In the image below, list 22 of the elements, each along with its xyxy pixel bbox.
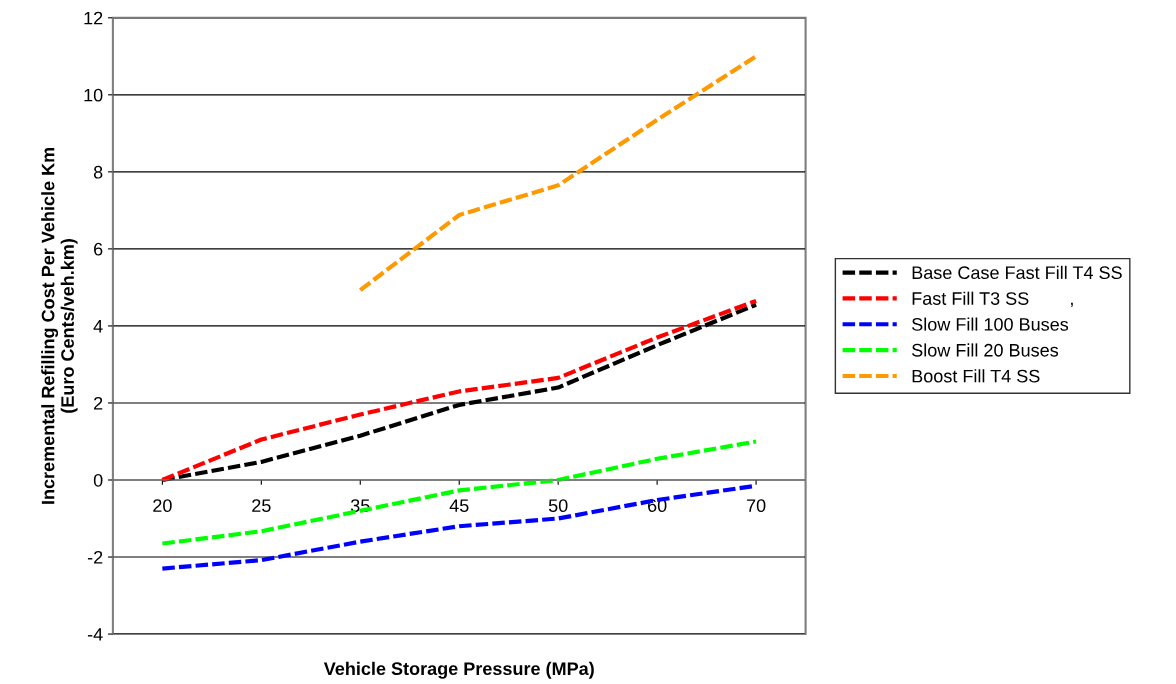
y-tick-label: 8: [93, 165, 103, 179]
x-tick-label: 45: [449, 499, 469, 513]
legend-label: Slow Fill 100 Buses: [912, 317, 1069, 331]
x-tick-label: 20: [153, 499, 172, 513]
y-tick-label: 6: [94, 242, 103, 256]
x-tick-label: 25: [252, 499, 271, 513]
line-series: [358, 54, 759, 293]
y-tick-label: -2: [87, 550, 103, 564]
y-tick-label: 12: [84, 11, 103, 25]
legend-label: Base Case Fast Fill T4 SS: [912, 265, 1122, 280]
x-tick-label: 50: [548, 499, 568, 513]
x-tick-label: 70: [746, 499, 766, 513]
y-tick-label: 4: [93, 320, 103, 333]
legend-label: Slow Fill 20 Buses: [912, 343, 1059, 357]
y-tick-label: 10: [84, 88, 103, 102]
y-tick-label: -4: [87, 628, 103, 641]
legend-label: Fast Fill T3 SS ,: [912, 291, 1073, 308]
legend-label: Boost Fill T4 SS: [912, 369, 1040, 383]
y-tick-label: 2: [94, 396, 103, 410]
y-axis-title: Incremental Refilling Cost Per Vehicle Km (Euro Cents/veh.km): [41, 147, 78, 504]
x-axis-title: Vehicle Storage Pressure (MPa): [323, 661, 594, 679]
y-tick-label: 0: [93, 473, 103, 487]
